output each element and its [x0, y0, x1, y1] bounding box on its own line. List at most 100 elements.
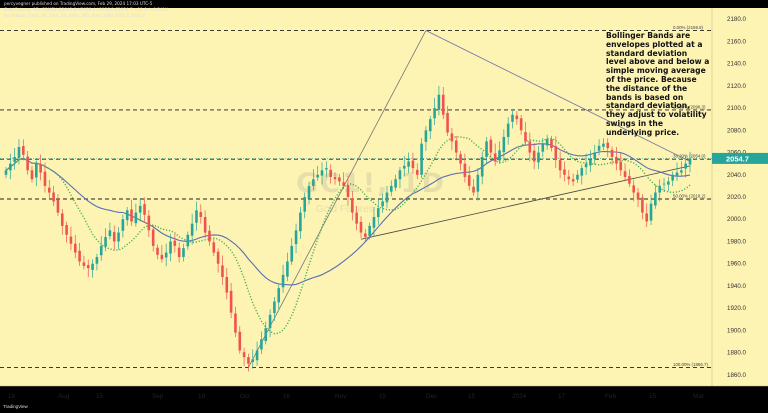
candle-body	[368, 225, 371, 237]
candle-body	[519, 118, 523, 131]
candles[interactable]	[4, 85, 692, 372]
time-tick-label: 16	[283, 393, 291, 400]
candle-body	[112, 232, 116, 242]
candle-body	[351, 198, 354, 213]
candle-body	[147, 215, 151, 231]
symbol-watermark: GC1!, 1D	[296, 168, 446, 199]
candle-body	[39, 164, 42, 173]
candle-body	[524, 132, 527, 142]
candle-body	[268, 314, 272, 329]
candle-body	[43, 171, 47, 186]
descending-trend-line	[425, 30, 691, 162]
candle-body	[537, 152, 540, 163]
candle-body	[169, 241, 172, 254]
candle-body	[108, 230, 112, 237]
candle-body	[73, 243, 77, 253]
candle-body	[424, 130, 428, 142]
candle-body	[385, 192, 389, 203]
time-tick-label: Nov	[335, 393, 347, 400]
candle-body	[216, 251, 220, 264]
candle-body	[290, 245, 294, 262]
candle-body	[446, 112, 449, 133]
candle-body	[515, 115, 519, 120]
candle-body	[671, 174, 674, 181]
fib-level-label: 100.00% (1866.7)	[673, 362, 708, 367]
candle-body	[99, 245, 103, 256]
fib-level-label: 38.20% (2054.0)	[673, 154, 706, 159]
candle-body	[320, 170, 324, 176]
candle-body	[338, 177, 341, 182]
candle-body	[60, 213, 64, 226]
candle-body	[589, 159, 592, 166]
time-tick-label: 2024	[512, 393, 527, 400]
price-tick-label: 2040.0	[727, 172, 746, 179]
price-axis[interactable]: 1860.0 1880.0 1900.0 1920.0 1940.0 1960.0 1980…	[727, 16, 746, 379]
candle-body	[303, 197, 307, 212]
candle-body	[597, 145, 601, 151]
candle-body	[675, 172, 679, 177]
indicator-line: Ins Ribbon (5ma, 20, 5ma, 50, 5ma, 100, …	[4, 13, 146, 18]
candle-body	[294, 230, 298, 245]
candle-body	[13, 156, 16, 162]
candle-body	[394, 179, 397, 188]
candle-body	[541, 143, 545, 152]
candle-body	[264, 328, 268, 342]
candle-body	[567, 176, 571, 180]
candle-body	[286, 261, 289, 277]
candle-body	[593, 152, 597, 160]
price-tick-label: 1980.0	[727, 238, 746, 245]
candle-body	[584, 163, 588, 168]
candle-body	[78, 250, 81, 262]
candle-body	[389, 185, 393, 192]
time-tick-label: Dec	[426, 393, 438, 400]
candle-body	[342, 182, 345, 186]
price-tick-label: 2020.0	[727, 194, 746, 201]
candle-body	[104, 237, 107, 247]
time-tick-label: 18	[8, 393, 16, 400]
candle-body	[684, 163, 687, 169]
candle-body	[121, 219, 125, 231]
candle-body	[428, 119, 432, 132]
candle-body	[82, 262, 86, 266]
candle-body	[221, 265, 224, 278]
candle-body	[641, 197, 644, 213]
candle-body	[195, 210, 198, 223]
candle-body	[86, 265, 90, 269]
time-tick-label: Oct	[240, 393, 250, 400]
candle-body	[467, 175, 471, 186]
candle-body	[273, 301, 276, 314]
candle-body	[151, 229, 155, 246]
candle-body	[91, 263, 94, 270]
candle-body	[186, 234, 190, 247]
candle-body	[247, 357, 250, 364]
price-axis-background	[712, 8, 768, 386]
time-axis[interactable]: 18 Aug 15 Sep 18 Oct 16 Nov 15 Dec 15 2024 17 Feb 15 Ma…	[8, 393, 705, 400]
last-price-label: 2054.7	[726, 154, 749, 163]
candle-body	[164, 252, 168, 258]
candle-body	[359, 221, 363, 233]
candle-body	[299, 212, 302, 232]
candle-body	[177, 247, 181, 258]
candle-body	[312, 179, 315, 186]
candle-body	[65, 225, 68, 235]
candle-body	[649, 203, 653, 221]
candle-body	[628, 176, 631, 184]
candle-body	[502, 136, 506, 153]
candle-body	[47, 187, 51, 193]
candle-body	[667, 181, 670, 185]
candle-body	[493, 153, 497, 162]
candle-body	[117, 232, 120, 242]
candle-body	[459, 154, 462, 164]
candle-body	[506, 123, 510, 137]
candle-body	[415, 169, 419, 175]
bollinger-annotation: Bollinger Bands are envelopes plotted at…	[606, 31, 710, 137]
candle-body	[203, 217, 207, 233]
candle-body	[260, 339, 263, 350]
candle-body	[56, 199, 60, 213]
support-trend-line	[360, 165, 691, 240]
candle-body	[636, 192, 640, 200]
price-tick-label: 2100.0	[727, 105, 746, 112]
candle-body	[511, 114, 514, 122]
candle-body	[571, 179, 575, 182]
